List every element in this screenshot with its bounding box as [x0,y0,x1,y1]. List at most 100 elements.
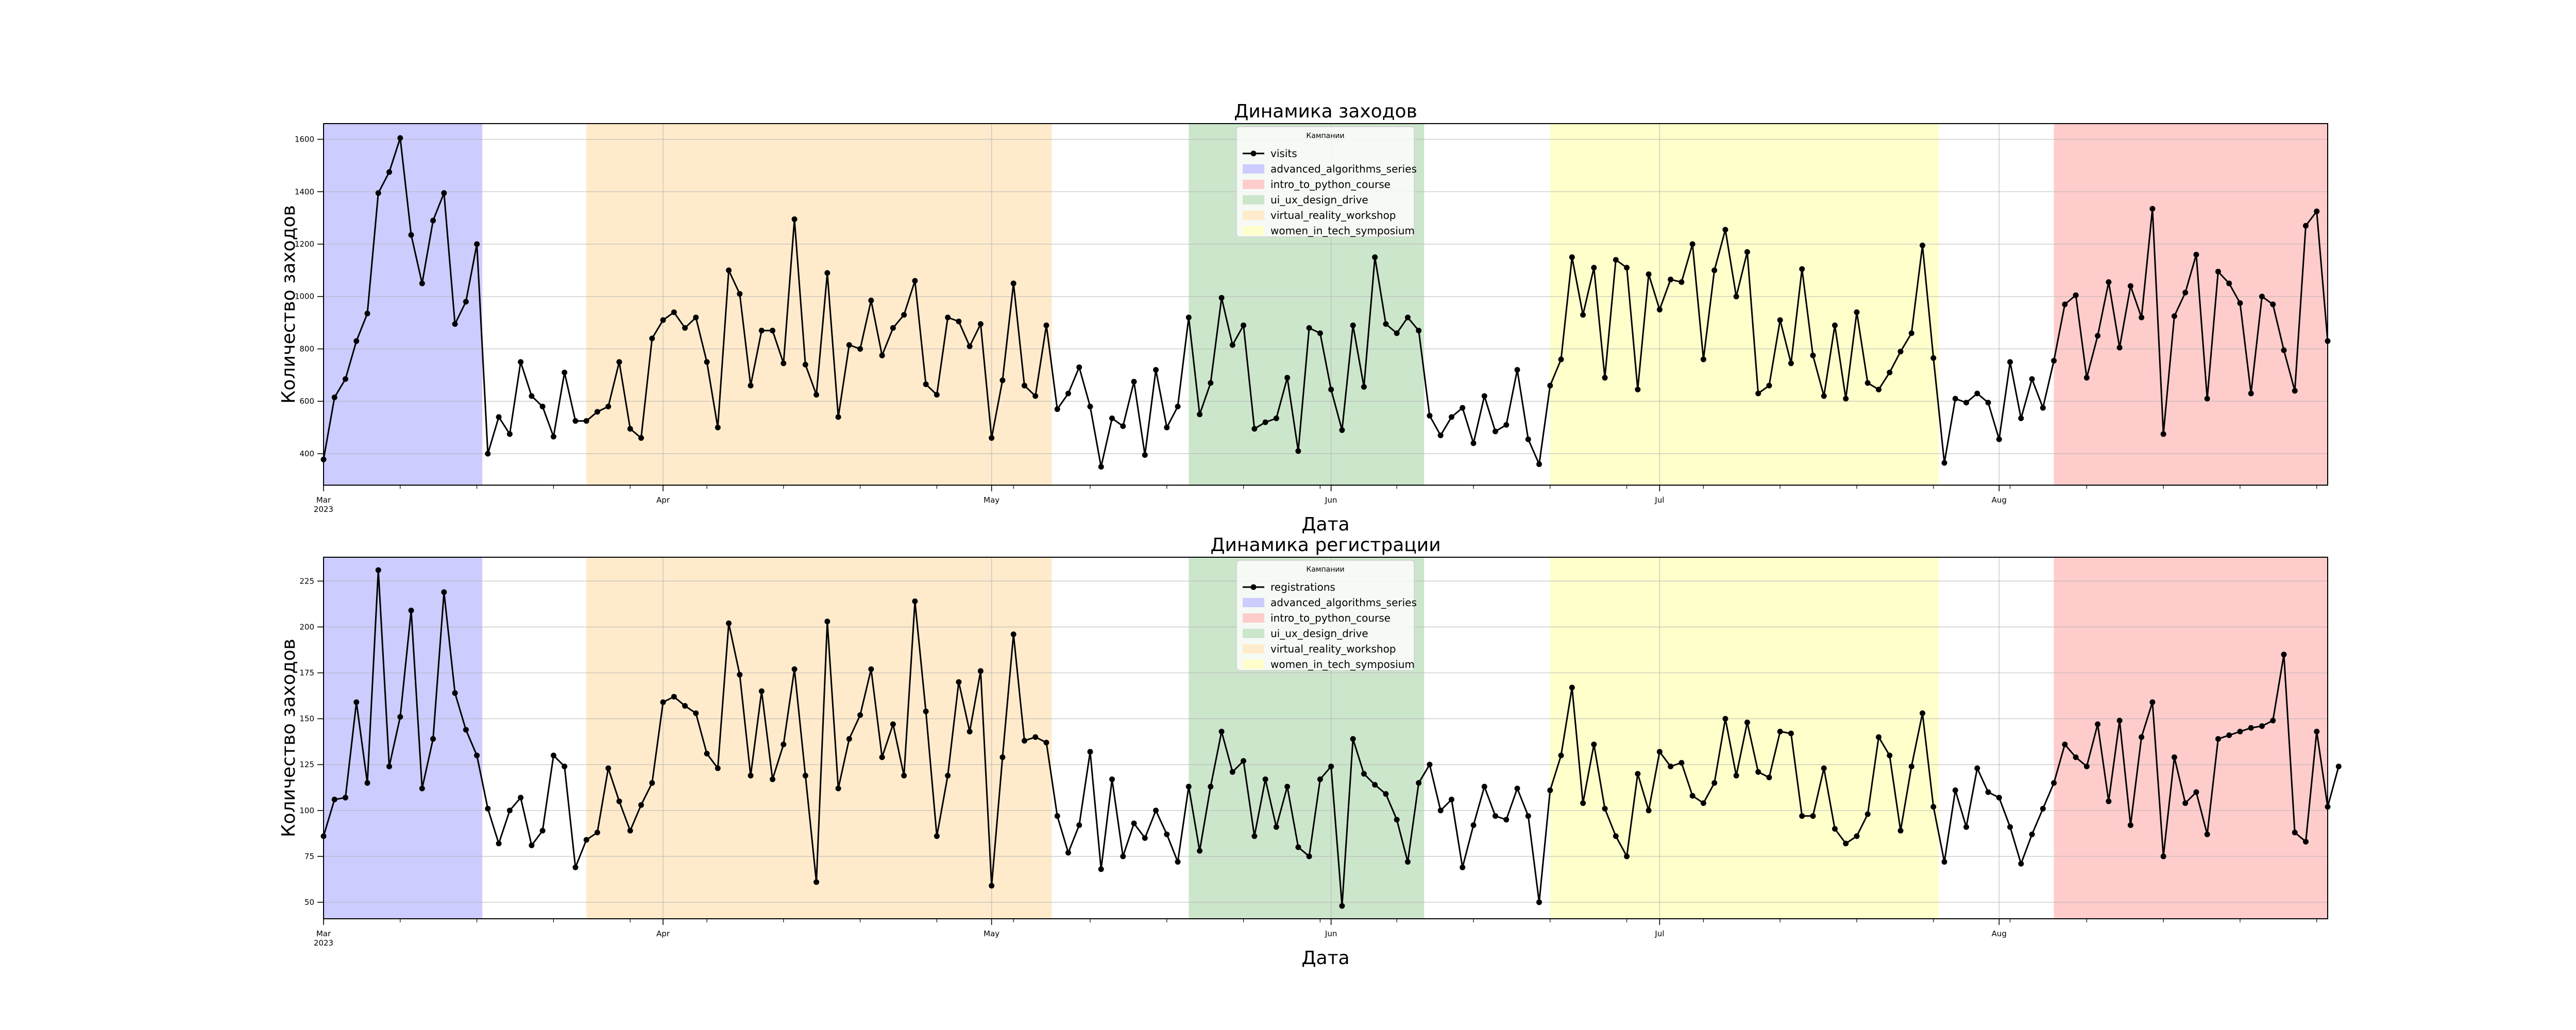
data-point [1032,734,1039,740]
data-point [1689,241,1696,247]
data-point [1043,322,1049,329]
data-point [1120,423,1126,430]
data-point [1339,427,1345,433]
data-point [989,883,995,889]
data-point [1985,789,1991,795]
data-point [2248,390,2254,397]
data-point [1460,864,1466,870]
data-point [802,362,808,368]
data-point [1448,796,1454,802]
data-point [1284,783,1291,789]
data-point [463,299,469,305]
data-point [1908,330,1914,336]
data-point [408,232,414,238]
data-point [2302,838,2309,845]
data-point [1974,390,1980,397]
data-point [1043,740,1049,746]
data-point [518,359,524,365]
data-point [1131,379,1137,385]
y-tick-label: 1000 [295,292,314,301]
data-point [912,598,918,605]
data-point [2237,300,2243,306]
data-point [1131,820,1137,827]
data-point [1197,411,1203,418]
data-point [1679,279,1685,285]
data-point [835,785,841,792]
data-point [1076,822,1082,828]
x-tick-label: Jul [1654,929,1664,938]
data-point [386,169,393,175]
y-tick-label: 150 [299,714,314,724]
data-point [1273,824,1279,830]
data-point [2204,396,2210,402]
y-tick-label: 1200 [295,239,314,249]
data-point [496,414,502,420]
data-point [2292,388,2298,394]
data-point [1558,752,1564,759]
data-point [802,772,808,779]
data-point [441,190,447,196]
data-point [1251,426,1258,432]
data-point [2237,729,2243,735]
data-point [1547,383,1553,389]
data-point [1383,321,1389,327]
data-point [2292,830,2298,836]
data-point [1361,770,1367,777]
data-point [726,267,732,273]
data-point [1525,813,1531,819]
data-point [737,672,743,678]
data-point [2018,861,2024,867]
campaign-span-women-in-tech-symposium [1550,124,1939,485]
data-point [2314,208,2320,214]
data-point [572,864,579,870]
x-axis-label: Дата [1301,514,1349,535]
y-tick-label: 75 [304,852,314,861]
x-tick-label: Jun [1325,929,1337,938]
data-point [1996,436,2002,442]
data-point [2127,822,2133,828]
data-point [397,714,403,720]
data-point [1930,355,1937,361]
data-point [1897,349,1904,355]
data-point [562,369,568,375]
data-point [1185,783,1192,789]
data-point [1503,817,1510,823]
data-point [1317,776,1323,782]
data-point [1416,780,1422,786]
data-point [2226,732,2232,739]
data-point [1887,752,1893,759]
data-point [1689,793,1696,799]
data-point [1799,813,1805,819]
data-point [419,785,425,792]
x-tick-label: Mar [316,929,331,938]
data-point [1656,749,1663,755]
data-point [2325,338,2331,344]
data-point [594,409,600,415]
data-point [758,328,765,334]
data-point [1065,850,1071,856]
chart-title: Динамика заходов [1234,101,1417,122]
data-point [1887,369,1893,375]
data-point [2139,314,2145,320]
data-point [1711,780,1718,786]
data-point [1448,414,1454,420]
data-point [923,381,929,387]
data-point [638,435,644,441]
data-point [923,708,929,714]
data-point [2106,279,2112,285]
data-point [682,325,688,331]
data-point [331,796,337,802]
data-point [1153,367,1159,373]
legend-entry: registrations [1270,581,1335,593]
data-point [2073,292,2079,298]
data-point [2193,251,2199,258]
data-point [1503,422,1510,428]
data-point [1744,249,1750,255]
data-point [715,765,721,771]
data-point [1208,783,1214,789]
data-point [539,828,546,834]
data-point [1164,424,1170,431]
legend-entry: virtual_reality_workshop [1270,643,1396,655]
data-point [375,567,381,573]
